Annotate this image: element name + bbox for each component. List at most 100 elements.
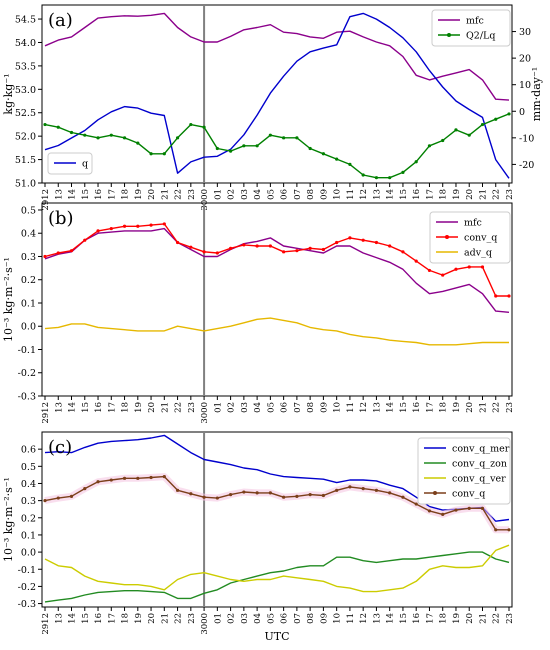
x-tick-label: 04: [253, 402, 263, 413]
series-line-conv-q: [44, 475, 509, 531]
x-tick-label: 2912: [41, 189, 51, 211]
series-point: [202, 250, 206, 254]
x-tick-label: 15: [399, 613, 409, 624]
x-tick-label: 22: [492, 613, 502, 624]
x-tick-label: 13: [372, 613, 382, 624]
x-tick-label: 23: [505, 189, 515, 200]
series-point: [96, 136, 100, 140]
series-point: [467, 133, 471, 137]
x-tick-label: 04: [253, 189, 263, 200]
series-point: [454, 508, 458, 512]
series-point: [282, 136, 286, 140]
x-tick-label: 3000: [200, 402, 210, 424]
series-point: [348, 236, 352, 240]
legend-label: conv_q_mer: [452, 444, 510, 455]
series-point: [255, 144, 259, 148]
series-point: [149, 475, 153, 480]
series-point: [282, 250, 286, 254]
series-point: [149, 152, 153, 156]
x-tick-label: 21: [478, 189, 488, 200]
x-tick-label: 13: [54, 613, 64, 624]
x-tick-label: 11: [346, 613, 356, 624]
panel-label: (c): [48, 437, 72, 458]
x-tick-label: 21: [160, 189, 170, 200]
x-tick-label: 02: [227, 189, 237, 200]
legend-label: adv_q: [464, 248, 492, 259]
series-point: [295, 494, 299, 498]
x-tick-label: 14: [386, 402, 396, 413]
left-y-axis-label: kg·kg⁻¹: [2, 73, 15, 114]
x-tick-label: 19: [134, 402, 144, 413]
y-tick-label: 0.5: [21, 205, 36, 216]
y-tick-label: -0.2: [18, 582, 36, 593]
series-point: [427, 144, 432, 148]
series-point: [242, 243, 246, 247]
series-point: [122, 224, 127, 228]
x-tick-label: 17: [107, 402, 117, 413]
series-point: [282, 495, 286, 499]
x-tick-label: 3000: [200, 189, 210, 211]
right-y-axis-label: mm·day⁻¹: [530, 67, 543, 121]
x-tick-label: 21: [478, 613, 488, 624]
series-point: [162, 475, 166, 479]
series-point: [507, 528, 511, 532]
y-tick-label: 0.1: [21, 298, 36, 309]
series-point: [136, 476, 140, 480]
series-point: [335, 157, 339, 161]
x-tick-label: 22: [174, 613, 184, 624]
x-axis-label: UTC: [264, 630, 289, 643]
x-tick-label: 12: [359, 402, 369, 413]
x-tick-label: 10: [333, 189, 343, 200]
right-y-tick-label: 0: [519, 107, 525, 118]
x-tick-label: 01: [213, 402, 223, 413]
x-tick-label: 15: [81, 402, 91, 413]
series-point: [162, 222, 166, 226]
x-tick-label: 13: [372, 189, 382, 200]
x-tick-label: 19: [134, 189, 144, 200]
x-tick-label: 03: [240, 402, 250, 413]
series-point: [255, 491, 259, 495]
series-point: [268, 491, 272, 495]
y-tick-label: 0.3: [21, 496, 36, 507]
x-tick-label: 08: [306, 402, 316, 413]
series-point: [295, 136, 299, 140]
x-tick-label: 22: [174, 402, 184, 413]
x-tick-label: 20: [465, 613, 475, 624]
right-y-tick-label: -10: [519, 133, 534, 144]
series-point: [441, 273, 445, 277]
series-point: [109, 478, 113, 482]
series-point: [388, 491, 392, 495]
series-point: [122, 136, 127, 140]
x-tick-label: 02: [227, 613, 237, 624]
series-point: [401, 250, 405, 254]
series-point: [122, 476, 127, 480]
y-tick-label: 51.0: [15, 179, 36, 190]
legend-box: [431, 9, 511, 47]
y-tick-label: 0.1: [21, 530, 36, 541]
series-point: [109, 133, 113, 137]
x-tick-label: 19: [452, 189, 462, 200]
right-y-tick-label: 30: [519, 27, 531, 38]
series-point: [83, 487, 87, 491]
series-line-conv-q-ver: [44, 544, 510, 593]
series-point: [189, 492, 193, 496]
left-y-axis-label: 10⁻³ kg·m⁻²·s⁻¹: [2, 477, 15, 562]
x-tick-label: 17: [425, 402, 435, 413]
x-tick-label: 21: [478, 402, 488, 413]
x-tick-label: 16: [412, 613, 422, 624]
y-tick-label: 53.5: [15, 61, 36, 72]
series-point: [467, 265, 471, 269]
series-point: [109, 226, 113, 231]
x-tick-label: 23: [187, 402, 197, 413]
series-point: [401, 495, 405, 499]
y-tick-label: 0.3: [21, 252, 36, 263]
x-tick-label: 15: [81, 189, 91, 200]
x-tick-label: 01: [213, 189, 223, 200]
series-point: [136, 224, 140, 228]
series-point: [467, 506, 471, 510]
x-tick-label: 18: [121, 402, 131, 413]
series-point: [268, 133, 272, 137]
series-point: [308, 246, 312, 250]
plot-frame: [41, 202, 513, 397]
x-tick-label: 06: [280, 402, 290, 413]
